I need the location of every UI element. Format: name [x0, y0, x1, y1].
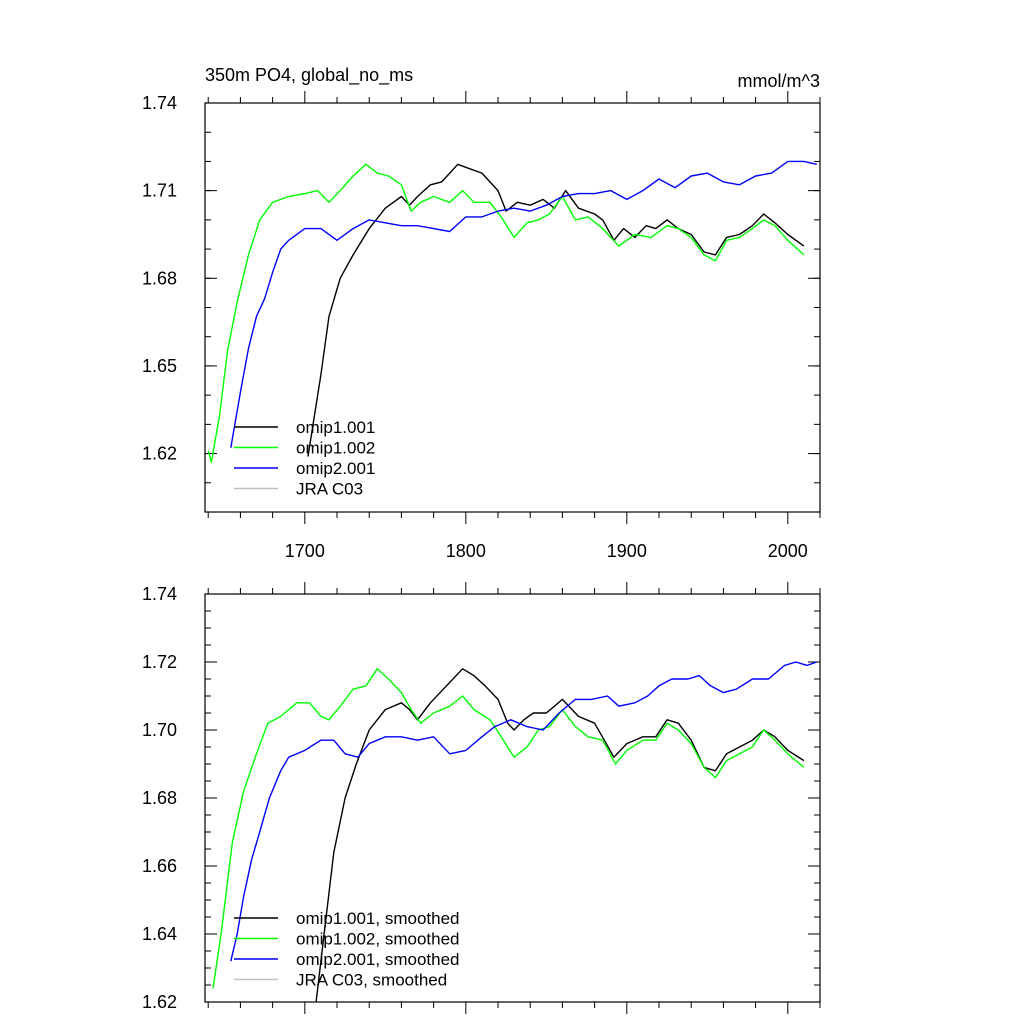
top-legend-label: omip2.001 — [296, 459, 375, 478]
top-ytick-label: 1.68 — [142, 268, 177, 288]
bottom-ytick-label: 1.64 — [142, 924, 177, 944]
bottom-legend-label: JRA C03, smoothed — [296, 971, 447, 990]
bottom-legend-label: omip1.001, smoothed — [296, 909, 460, 928]
top-ytick-label: 1.71 — [142, 181, 177, 201]
top-xtick-label: 1700 — [285, 541, 325, 561]
bottom-ytick-label: 1.70 — [142, 720, 177, 740]
bottom-ytick-label: 1.72 — [142, 652, 177, 672]
bottom-legend-label: omip2.001, smoothed — [296, 950, 460, 969]
bottom-ytick-label: 1.68 — [142, 788, 177, 808]
top-legend-label: omip1.001 — [296, 418, 375, 437]
top-xtick-label: 2000 — [768, 541, 808, 561]
bottom-ytick-label: 1.66 — [142, 856, 177, 876]
top-title: 350m PO4, global_no_ms — [205, 65, 413, 86]
top-xtick-label: 1900 — [607, 541, 647, 561]
top-series-line-0 — [307, 163, 805, 457]
bottom-series-line-0 — [315, 668, 805, 1002]
top-units: mmol/m^3 — [738, 71, 820, 91]
top-ytick-label: 1.65 — [142, 356, 177, 376]
bottom-series-line-2 — [230, 661, 818, 962]
top-ytick-label: 1.62 — [142, 444, 177, 464]
bottom-series-line-1 — [212, 668, 805, 989]
top-panel: 1.62 1.65 1.68 1.71 1.74 1700 1800 1900 2000 omip… — [142, 91, 821, 561]
top-ytick-label: 1.74 — [142, 93, 177, 113]
top-legend-label: JRA C03 — [296, 480, 363, 499]
top-xtick-label: 1800 — [446, 541, 486, 561]
top-legend-label: omip1.002 — [296, 439, 375, 458]
top-series-line-1 — [207, 163, 805, 463]
bottom-ytick-label: 1.62 — [142, 992, 177, 1012]
bottom-legend-label: omip1.002, smoothed — [296, 930, 460, 949]
bottom-panel: 1.62 1.64 1.66 1.68 1.70 1.72 1.74 omip1.001, s… — [142, 582, 821, 1014]
bottom-ytick-label: 1.74 — [142, 584, 177, 604]
top-series-line-2 — [230, 160, 817, 448]
